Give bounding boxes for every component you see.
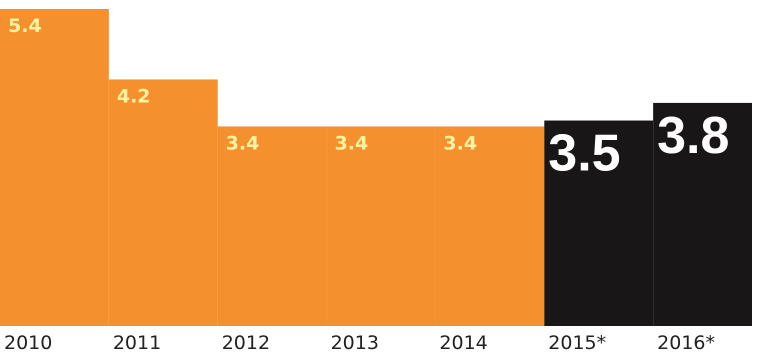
- x-tick-2016-forecast: 2016*: [657, 332, 715, 353]
- value-label-2013: 3.4: [335, 132, 369, 154]
- bar-2014: [435, 126, 545, 326]
- value-label-2011: 4.2: [117, 85, 151, 107]
- x-tick-2011: 2011: [113, 332, 161, 353]
- x-tick-2015-forecast: 2015*: [548, 332, 606, 353]
- bar-2015-forecast: [544, 120, 654, 326]
- value-label-2014: 3.4: [443, 132, 477, 154]
- bar-2010: [0, 9, 109, 326]
- bar-2012: [217, 126, 327, 326]
- x-axis-tick-labels: 2010 2011 2012 2013 2014 2015* 2016*: [4, 332, 715, 353]
- value-label-2016-forecast: 3.8: [657, 107, 729, 165]
- bar-2016-forecast: [653, 102, 752, 326]
- bar-2013: [326, 126, 436, 326]
- value-labels-group: 5.4 4.2 3.4 3.4 3.4 3.5 3.8: [8, 15, 729, 183]
- bar-2011: [108, 79, 218, 326]
- value-label-2015-forecast: 3.5: [548, 125, 620, 183]
- x-tick-2010: 2010: [4, 332, 52, 353]
- value-label-2010: 5.4: [8, 15, 42, 37]
- value-label-2012: 3.4: [226, 132, 260, 154]
- x-tick-2012: 2012: [222, 332, 270, 353]
- bars-group: [0, 9, 752, 326]
- x-tick-2013: 2013: [331, 332, 379, 353]
- x-tick-2014: 2014: [439, 332, 487, 353]
